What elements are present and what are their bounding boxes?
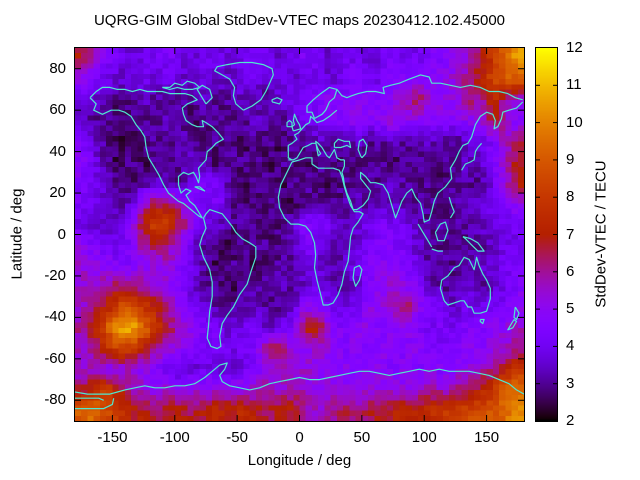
coastline-europe-mediterranean [288,140,345,161]
x-tick-label: 150 [474,429,500,446]
colorbar-gradient-canvas [536,48,557,421]
map-plot-area [74,47,525,422]
coastline-new-zealand-south [507,319,518,331]
coastline-great-britain [291,113,302,132]
vtec-heatmap-canvas [75,48,524,421]
coastline-caspian-sea [357,138,368,159]
coastline-south-america [199,209,257,350]
y-tick-label: 40 [49,142,66,160]
coastline-russia-arctic [336,74,523,101]
coastline-north-america [89,86,224,219]
coastline-tasmania [479,318,485,325]
x-tick-label: 0 [295,429,304,446]
colorbar-tick-label: 11 [566,76,582,94]
colorbar-tick-label: 7 [566,225,575,243]
coastline-antarctica [75,362,524,395]
x-tick-label: 100 [411,429,437,446]
colorbar [535,47,558,422]
colorbar-tick-label: 9 [566,150,575,168]
x-tick-label: -150 [97,429,128,446]
x-tick-label: -100 [159,429,190,446]
coastline-scandinavia [306,86,338,120]
y-tick-label: 0 [57,225,66,243]
coastline-borneo [434,221,449,242]
coastline-new-zealand-north [513,306,520,321]
colorbar-tick-label: 3 [566,374,575,392]
coastline-baffin-island [196,84,213,105]
y-tick-label: -40 [44,308,66,326]
x-tick-label: 50 [353,429,371,446]
colorbar-tick-label: 2 [566,412,575,429]
chart-title: UQRG-GIM Global StdDev-VTEC maps 2023041… [93,12,506,29]
coastline-madagascar [352,265,363,287]
coastline-sumatra [417,223,433,248]
colorbar-tick-label: 8 [566,188,575,206]
coastline-black-sea [333,138,352,149]
colorbar-tick-label: 10 [566,113,583,131]
coastline-cuba [194,186,206,192]
coastline-greenland [214,61,274,111]
coastline-philippines [448,197,455,219]
y-tick-label: -80 [44,391,66,409]
coastline-new-guinea [462,236,485,252]
coastline-ross-ice-shelf-south [75,398,115,410]
coastline-asia-south-east-coast [353,101,524,223]
coastline-australia [439,256,491,314]
coastline-ireland [286,119,293,128]
y-tick-label: 80 [49,59,66,77]
coastline-japan [461,142,483,171]
coastline-and-ticks-overlay [75,48,524,421]
coastline-ross-ice-shelf-north [75,397,104,401]
x-axis-title: Longitude / deg [247,452,352,469]
coastline-arabia-levant [341,159,354,210]
colorbar-title: StdDev-VTEC / TECU [592,160,610,308]
y-tick-label: 20 [49,184,66,202]
y-tick-label: -60 [44,349,66,367]
colorbar-tick-label: 6 [566,262,575,280]
x-tick-label: -50 [226,429,248,446]
coastline-europe-west-north [287,109,338,161]
colorbar-ticks-overlay [536,84,557,385]
coastline-canadian-arctic-islands [162,80,201,91]
coastline-africa [277,157,364,306]
y-tick-label: -20 [44,266,66,284]
colorbar-tick-label: 4 [566,337,575,355]
colorbar-tick-label: 5 [566,300,575,318]
y-tick-label: 60 [49,101,66,119]
coastline-iceland [271,97,283,105]
colorbar-tick-label: 12 [566,39,583,56]
coastline-java [431,248,443,252]
